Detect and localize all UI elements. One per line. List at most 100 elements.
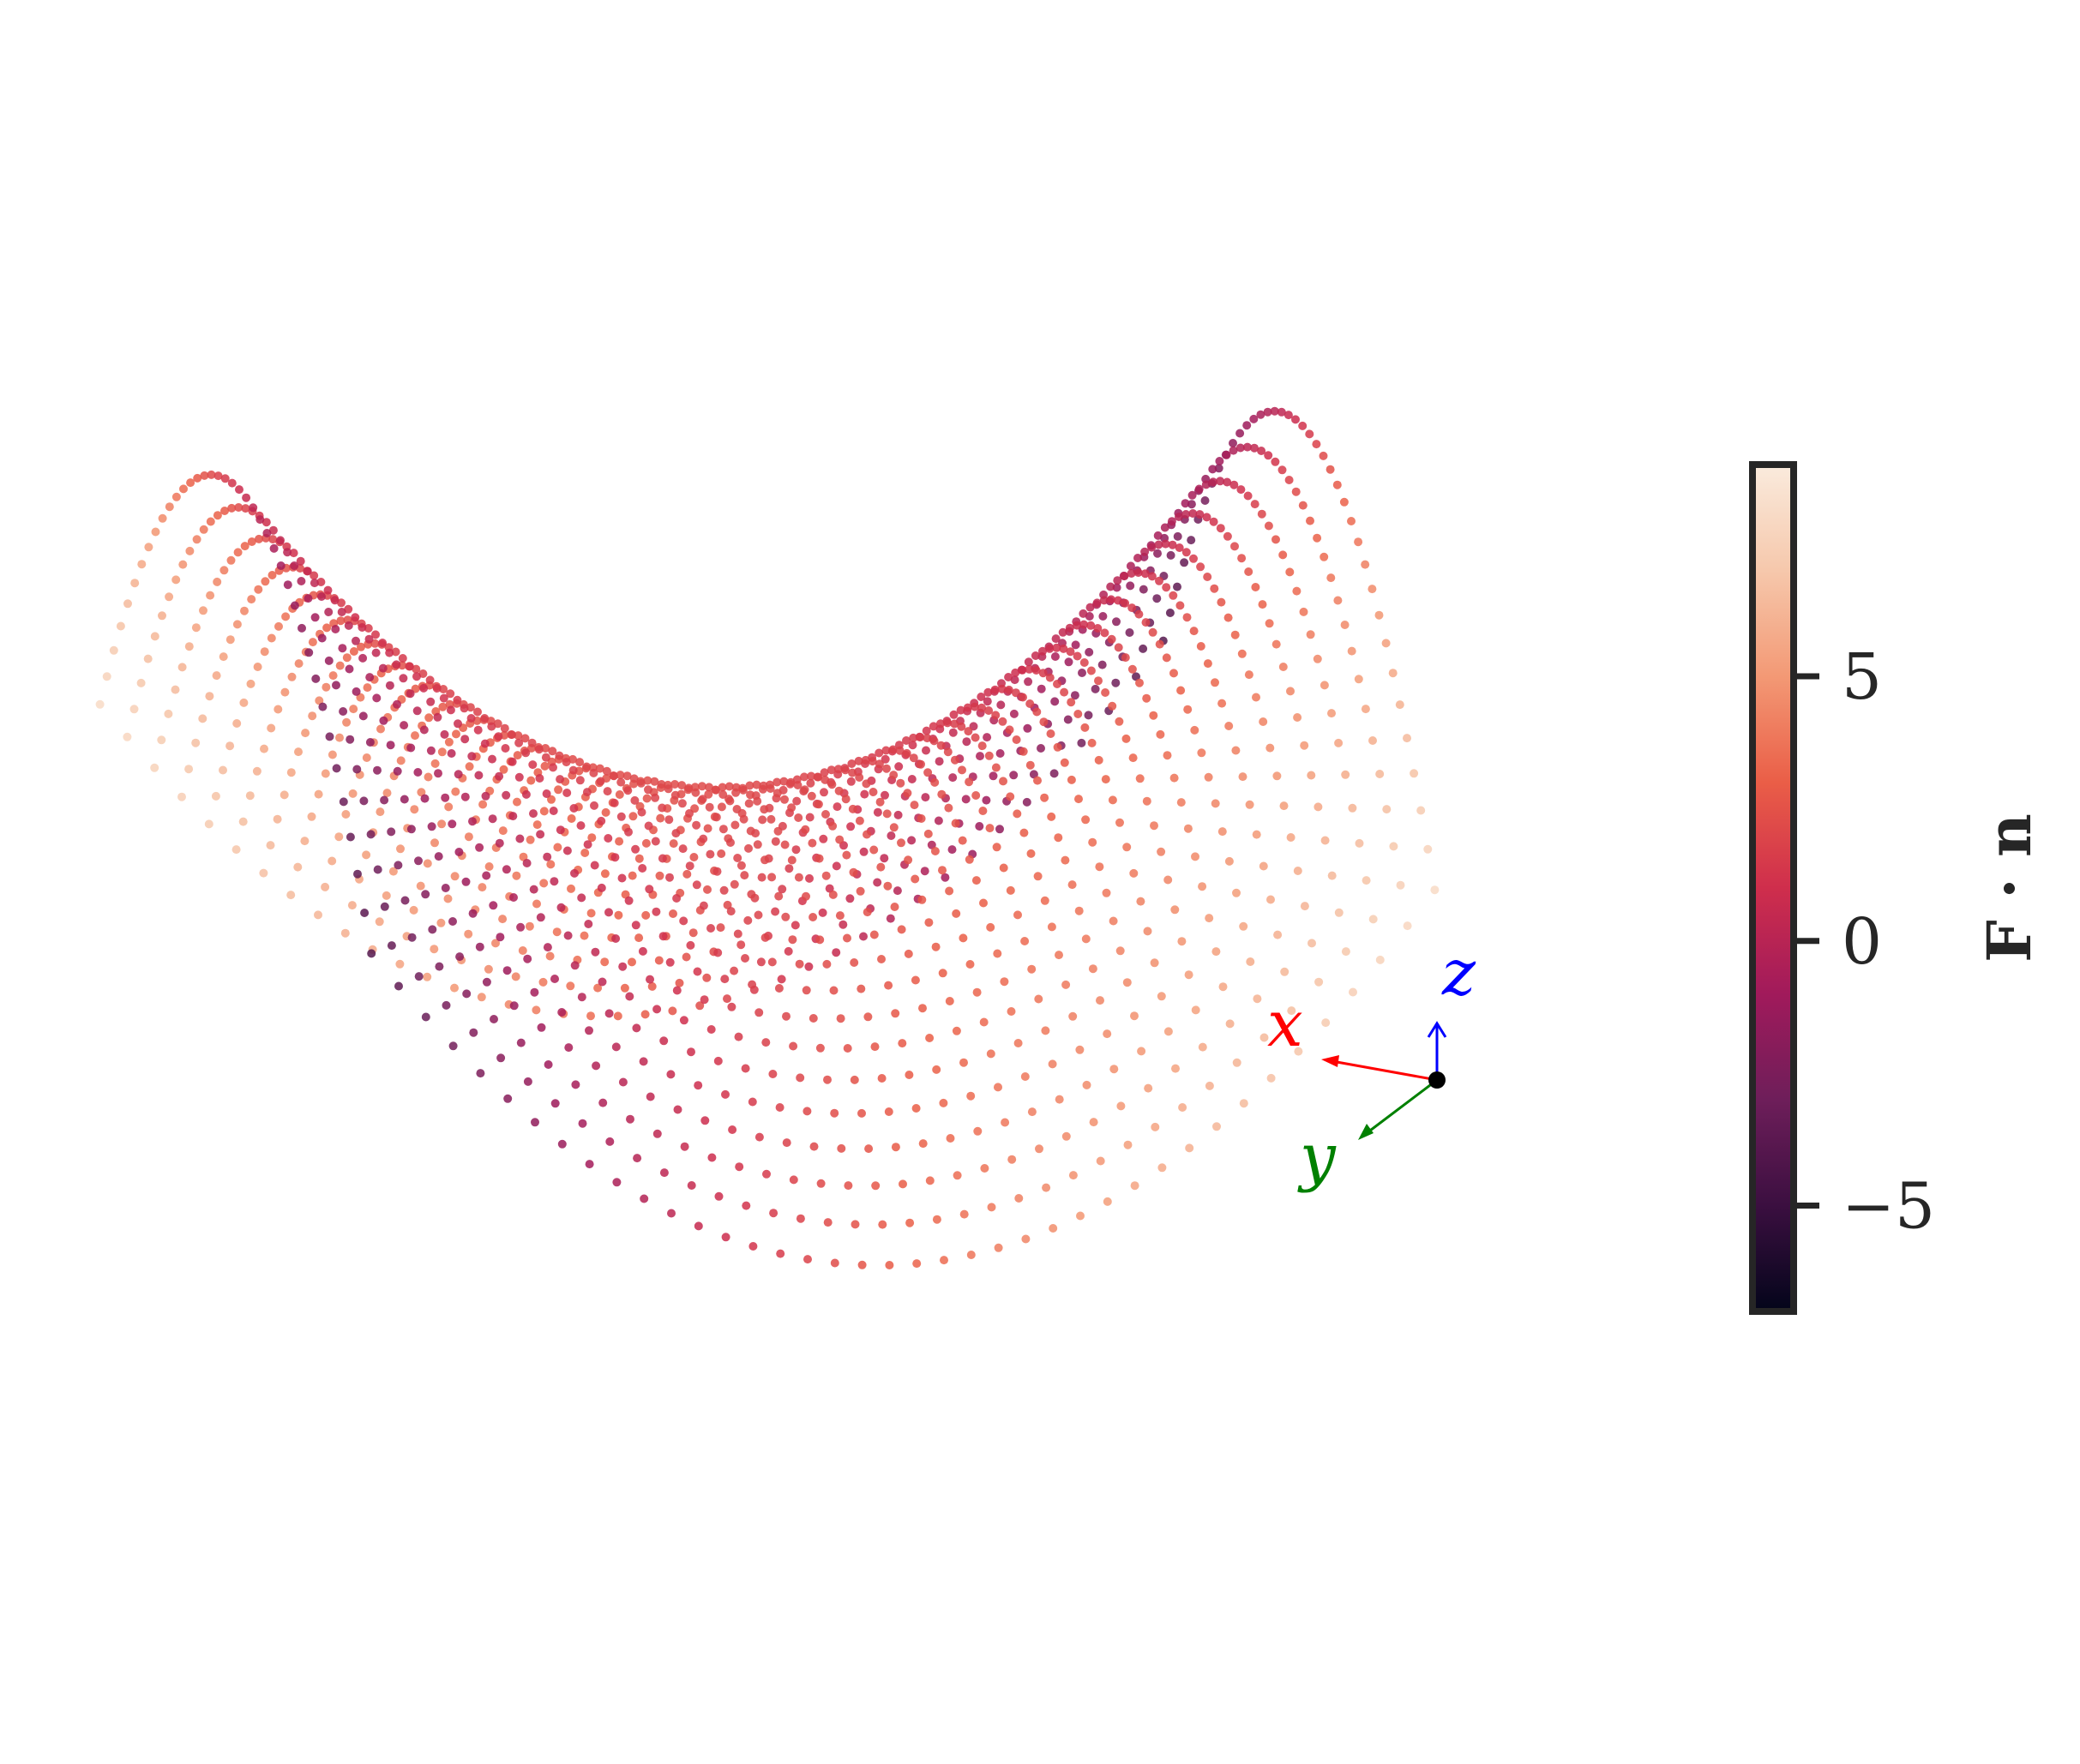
surface-point: [1348, 803, 1357, 813]
surface-point: [549, 763, 557, 772]
surface-point: [580, 931, 589, 940]
surface-point: [1133, 554, 1142, 562]
surface-point: [1061, 855, 1070, 865]
surface-point: [1292, 586, 1302, 596]
surface-point: [946, 1134, 955, 1143]
surface-point: [590, 801, 598, 810]
surface-point: [259, 868, 268, 878]
surface-point: [508, 812, 518, 821]
surface-point: [742, 1201, 751, 1210]
surface-point: [1037, 684, 1046, 693]
surface-point: [1294, 1047, 1303, 1056]
surface-point: [165, 502, 174, 512]
surface-point: [1183, 705, 1193, 714]
surface-point: [651, 837, 660, 846]
surface-point: [1066, 647, 1075, 657]
surface-point: [1004, 673, 1013, 681]
surface-point: [1277, 407, 1286, 417]
surface-point: [380, 795, 389, 805]
surface-point: [800, 785, 809, 795]
surface-point: [1047, 812, 1056, 821]
surface-point: [527, 738, 537, 747]
surface-point: [692, 880, 701, 890]
surface-point: [1209, 477, 1217, 487]
surface-point: [550, 877, 559, 886]
surface-point: [971, 733, 980, 742]
surface-point: [1237, 554, 1247, 563]
surface-point: [997, 684, 1007, 693]
surface-point: [658, 854, 667, 863]
surface-point: [532, 820, 542, 830]
surface-point: [1103, 1029, 1112, 1039]
surface-point: [1340, 621, 1350, 629]
surface-point: [845, 894, 855, 903]
surface-point: [825, 884, 834, 893]
surface-point: [1341, 947, 1350, 957]
surface-point: [1142, 693, 1151, 703]
surface-point: [593, 983, 603, 993]
surface-point: [322, 623, 332, 633]
surface-point: [998, 717, 1007, 726]
surface-point: [1243, 491, 1253, 501]
surface-point: [772, 777, 782, 787]
surface-point: [730, 966, 739, 975]
surface-point: [1126, 561, 1135, 571]
surface-point: [289, 549, 298, 558]
surface-point: [746, 826, 755, 836]
surface-point: [1202, 513, 1211, 522]
surface-point: [918, 1139, 928, 1149]
surface-point: [638, 864, 647, 873]
surface-point: [1052, 643, 1061, 652]
surface-point: [850, 958, 859, 967]
surface-point: [891, 1143, 900, 1152]
surface-point: [426, 697, 436, 706]
surface-point: [977, 693, 986, 701]
surface-point: [363, 683, 372, 693]
surface-point: [762, 1169, 771, 1179]
surface-point: [1320, 552, 1329, 561]
surface-point: [198, 714, 207, 723]
surface-point: [238, 817, 248, 826]
surface-point: [787, 803, 797, 813]
surface-point: [691, 788, 700, 797]
surface-point: [502, 865, 511, 874]
surface-point: [945, 886, 954, 896]
surface-point: [1151, 1122, 1160, 1131]
surface-point: [351, 613, 360, 622]
surface-point: [419, 725, 429, 735]
surface-point: [358, 623, 367, 632]
surface-point: [873, 807, 882, 817]
surface-point: [1130, 1181, 1139, 1191]
surface-point: [1079, 609, 1088, 618]
surface-point: [1189, 627, 1199, 636]
surface-point: [262, 518, 271, 527]
surface-point: [1025, 760, 1035, 770]
surface-point: [498, 826, 508, 836]
surface-point: [733, 929, 742, 939]
surface-point: [247, 595, 256, 604]
surface-point: [899, 1179, 907, 1189]
surface-point: [822, 959, 832, 969]
triad-origin: [1428, 1071, 1446, 1089]
surface-point: [1076, 1211, 1085, 1221]
surface-point: [193, 473, 202, 483]
surface-point: [478, 800, 488, 809]
surface-point: [923, 768, 933, 777]
surface-point: [1259, 1033, 1269, 1042]
surface-point: [644, 821, 653, 831]
surface-point: [1027, 964, 1037, 974]
surface-point: [437, 819, 447, 829]
surface-point: [600, 869, 610, 879]
surface-point: [406, 689, 415, 699]
colorbar-tick-label: 5: [1842, 640, 1882, 714]
surface-point: [640, 1194, 649, 1203]
surface-point: [206, 517, 215, 526]
surface-point: [1081, 815, 1091, 825]
surface-point: [657, 780, 666, 789]
surface-point: [537, 1023, 546, 1032]
surface-point: [570, 868, 579, 878]
surface-point: [1355, 838, 1364, 848]
surface-point: [346, 735, 355, 744]
surface-point: [394, 861, 403, 870]
surface-point: [1244, 670, 1253, 680]
